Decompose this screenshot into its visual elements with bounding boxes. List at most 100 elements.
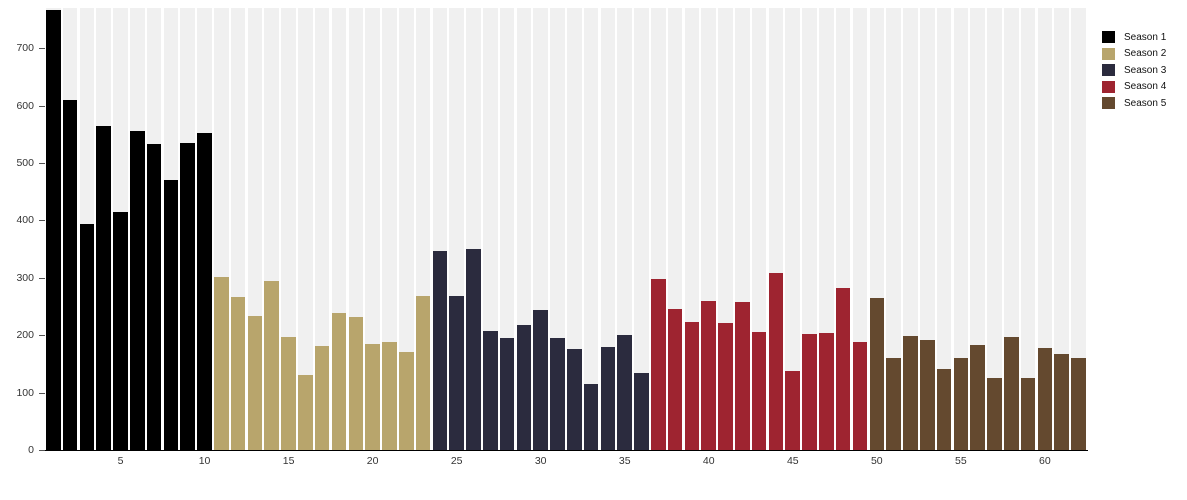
bar-season2-ep18 (331, 313, 347, 450)
bar-season3-ep26 (466, 249, 481, 450)
bar-season5-ep55 (953, 357, 969, 450)
bar-season1-ep6 (130, 130, 145, 450)
y-tick-label: 600 (16, 99, 34, 112)
bar-season5-ep57 (987, 378, 1002, 450)
bar-background-column (953, 8, 969, 450)
bar-season1-ep1 (46, 10, 61, 450)
bar-season4-ep38 (667, 309, 683, 450)
bar-background-column (919, 8, 935, 450)
legend-label: Season 5 (1124, 97, 1167, 109)
y-tick-label: 400 (16, 214, 34, 227)
bar-background-column (1071, 8, 1086, 450)
bar-background-column (314, 8, 330, 450)
bar-season5-ep54 (936, 369, 952, 450)
bar-season1-ep9 (180, 142, 196, 450)
x-tick-label: 50 (870, 455, 883, 467)
bar-season1-ep8 (163, 179, 179, 450)
bar-season3-ep24 (432, 250, 448, 450)
bar-season1-ep5 (113, 211, 128, 450)
bar-season4-ep41 (718, 322, 733, 450)
y-tick-mark (39, 392, 45, 394)
bar-season2-ep22 (398, 351, 414, 450)
bar-season5-ep58 (1003, 336, 1019, 450)
bar-season5-ep53 (919, 339, 935, 450)
y-tick-mark (39, 450, 45, 451)
y-tick-mark (39, 220, 45, 222)
bar-background-column (567, 8, 582, 450)
legend-swatch (1102, 64, 1115, 77)
bar-season3-ep33 (583, 384, 599, 450)
y-tick-label: 300 (16, 271, 34, 284)
bar-season2-ep23 (415, 295, 431, 450)
bar-background-column (298, 8, 313, 450)
x-tick-label: 30 (534, 455, 547, 467)
bar-season3-ep31 (550, 337, 565, 450)
y-tick-mark (39, 335, 45, 337)
bar-season3-ep36 (634, 372, 649, 450)
x-tick-label: 25 (450, 455, 463, 467)
legend-item-season-5: Season 5 (1102, 95, 1166, 112)
bar-background-column (970, 8, 985, 450)
bar-background-column (785, 8, 801, 450)
bar-background-column (987, 8, 1002, 450)
x-tick-label: 20 (366, 455, 379, 467)
bar-background-column (365, 8, 380, 450)
y-tick-label: 700 (16, 42, 34, 55)
bar-season4-ep40 (701, 300, 717, 450)
y-tick-label: 100 (16, 386, 34, 399)
bar-season4-ep44 (768, 272, 784, 450)
bar-season1-ep2 (62, 99, 78, 450)
y-tick-mark (39, 105, 45, 107)
bar-season3-ep35 (617, 335, 632, 450)
x-tick-label: 45 (786, 455, 799, 467)
bar-background-column (398, 8, 414, 450)
y-tick-label: 500 (16, 156, 34, 169)
bar-season2-ep20 (365, 344, 380, 450)
legend: Season 1 Season 2 Season 3 Season 4 Season 5 (1102, 29, 1166, 112)
bar-season4-ep45 (785, 370, 801, 450)
x-tick-label: 40 (702, 455, 715, 467)
legend-label: Season 2 (1124, 48, 1167, 60)
bar-season1-ep10 (197, 133, 212, 450)
bar-season2-ep17 (314, 345, 330, 450)
x-tick-label: 60 (1039, 455, 1051, 467)
bar-season1-ep3 (79, 224, 95, 450)
y-tick-label: 0 (28, 444, 34, 456)
bar-background-column (583, 8, 599, 450)
bar-season3-ep25 (449, 296, 464, 450)
bar-season2-ep15 (281, 336, 296, 450)
legend-swatch (1102, 47, 1115, 60)
bar-season3-ep28 (499, 338, 515, 450)
x-tick-label: 55 (955, 455, 967, 467)
y-tick-mark (39, 48, 45, 50)
legend-swatch (1102, 80, 1115, 93)
legend-item-season-3: Season 3 (1102, 62, 1166, 79)
bar-season1-ep4 (96, 126, 111, 450)
bar-season5-ep60 (1037, 348, 1053, 450)
plot-area (45, 8, 1088, 451)
bar-season1-ep7 (146, 144, 162, 450)
y-tick-mark (39, 277, 45, 279)
bar-season5-ep52 (903, 336, 918, 450)
bar-season2-ep14 (264, 280, 280, 450)
bar-season3-ep34 (600, 346, 616, 450)
bar-season4-ep39 (684, 322, 700, 450)
bar-season3-ep32 (567, 348, 582, 450)
bar-season3-ep30 (533, 309, 548, 450)
bar-season4-ep42 (735, 302, 750, 450)
bar-background-column (936, 8, 952, 450)
bar-season4-ep46 (802, 334, 817, 450)
x-tick-label: 10 (198, 455, 211, 467)
legend-item-season-2: Season 2 (1102, 46, 1166, 63)
x-tick-label: 5 (117, 455, 124, 467)
bar-season4-ep43 (751, 331, 767, 450)
legend-label: Season 4 (1124, 81, 1167, 93)
bar-background-column (600, 8, 616, 450)
bar-season4-ep47 (819, 333, 834, 450)
bar-background-column (1054, 8, 1069, 450)
legend-swatch (1102, 97, 1115, 110)
x-tick-label: 35 (618, 455, 631, 467)
bar-background-column (382, 8, 397, 450)
bar-background-column (1020, 8, 1036, 450)
